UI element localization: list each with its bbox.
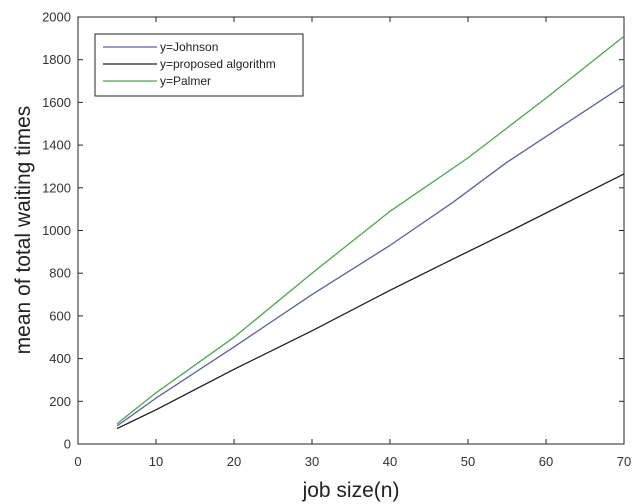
- x-tick-label: 50: [461, 454, 475, 469]
- y-tick-label: 1000: [42, 223, 71, 238]
- y-tick-label: 1200: [42, 180, 71, 195]
- series-line-1: [116, 84, 625, 427]
- series-line-2: [116, 173, 625, 430]
- y-axis-label: mean of total waiting times: [12, 106, 35, 355]
- y-tick-label: 600: [49, 308, 71, 323]
- y-tick-label: 0: [64, 437, 71, 452]
- axes-layer: 0 10 20 30 40 50 60 70 0 200 400 600 800 1000 1200 1400…: [42, 10, 631, 470]
- y-tick-label: 1800: [42, 52, 71, 67]
- y-tick-label: 2000: [42, 10, 71, 25]
- legend: y=Johnson y=proposed algorithm y=Palmer: [94, 33, 304, 97]
- y-tick-label: 400: [49, 351, 71, 366]
- x-tick-label: 70: [617, 454, 631, 469]
- x-tick-label: 60: [539, 454, 553, 469]
- series-layer: [116, 35, 625, 430]
- x-tick-label: 40: [383, 454, 397, 469]
- y-tick-label: 800: [49, 266, 71, 281]
- legend-label-2: y=proposed algorithm: [160, 57, 276, 71]
- x-tick-label: 20: [227, 454, 241, 469]
- x-axis-label: job size(n): [302, 479, 400, 502]
- y-tick-label: 200: [49, 394, 71, 409]
- x-tick-label: 0: [74, 454, 81, 469]
- x-tick-label: 10: [149, 454, 163, 469]
- legend-label-1: y=Johnson: [160, 40, 218, 54]
- series-line-3: [116, 35, 625, 425]
- y-tick-label: 1600: [42, 95, 71, 110]
- x-tick-label: 30: [305, 454, 319, 469]
- legend-box: [94, 33, 304, 97]
- legend-label-3: y=Palmer: [160, 74, 211, 88]
- y-tick-label: 1400: [42, 138, 71, 153]
